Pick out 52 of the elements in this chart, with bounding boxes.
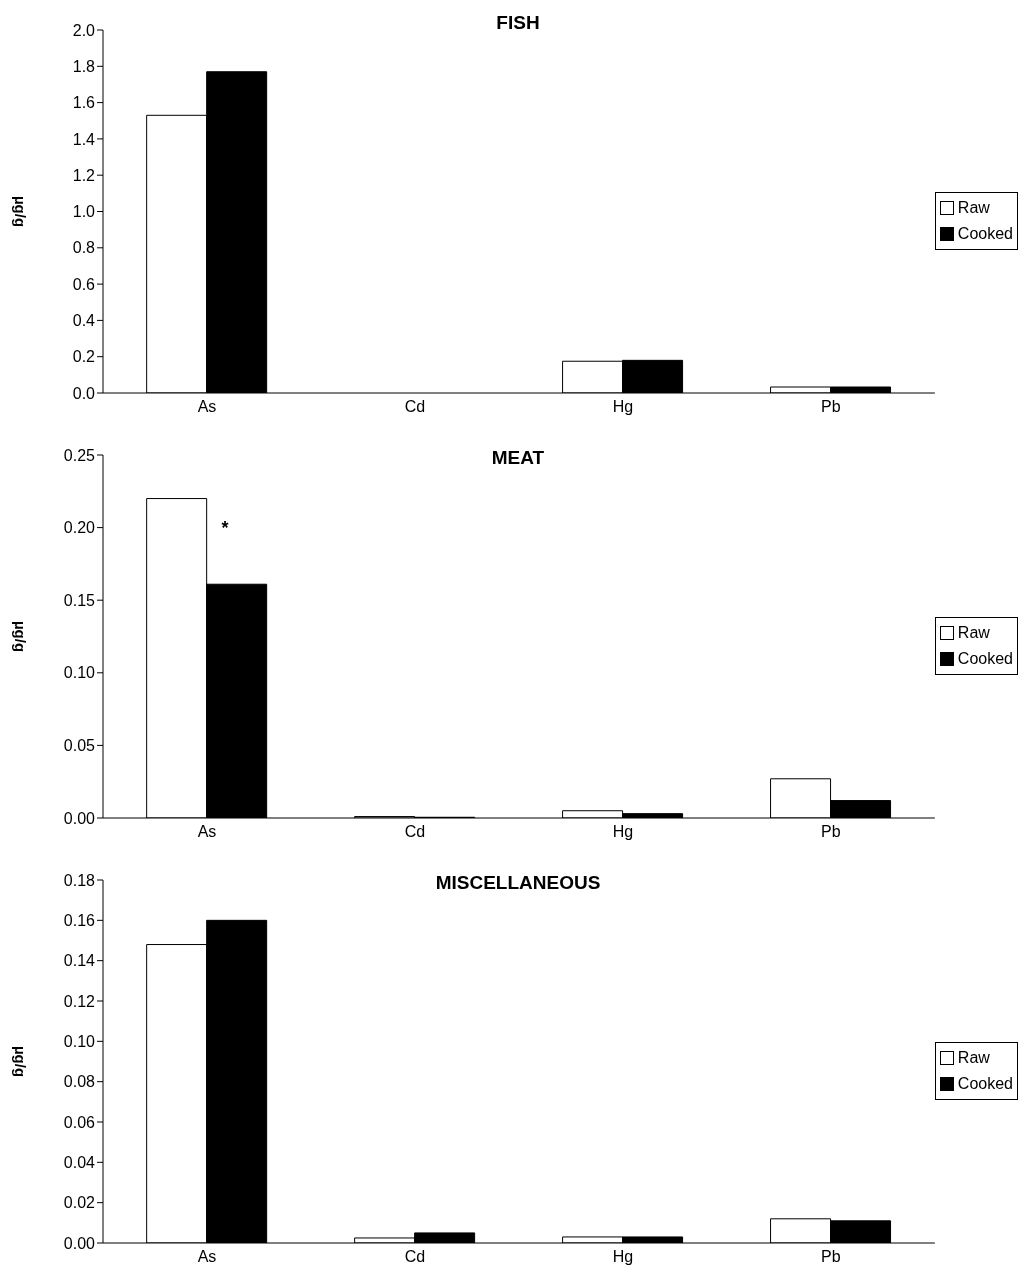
x-tick-label: Cd <box>404 1248 426 1266</box>
x-tick-label: As <box>197 823 217 841</box>
y-tick-label: 1.8 <box>72 57 96 75</box>
y-tick-label: 0.10 <box>63 1033 96 1051</box>
legend-label: Cooked <box>957 648 1013 669</box>
y-tick-label: 0.15 <box>63 591 96 609</box>
x-tick-label: As <box>197 1248 217 1266</box>
y-tick-label: 0.08 <box>63 1073 96 1091</box>
x-tick-label: Hg <box>612 398 634 416</box>
y-tick-label: 1.4 <box>72 130 96 148</box>
y-tick-label: 0.14 <box>63 952 96 970</box>
y-tick-label: 0.00 <box>63 1234 96 1252</box>
x-tick-label: Pb <box>821 1248 841 1266</box>
y-tick-label: 0.4 <box>72 312 96 330</box>
x-tick-label: Pb <box>821 823 841 841</box>
legend-label: Cooked <box>957 223 1013 244</box>
x-tick-label: Hg <box>612 1248 634 1266</box>
y-tick-label: 0.18 <box>63 871 96 889</box>
y-tick-label: 0.6 <box>72 275 96 293</box>
legend-label: Raw <box>957 622 990 643</box>
legend-label: Cooked <box>957 1073 1013 1094</box>
y-tick-label: 0.16 <box>63 912 96 930</box>
legend-label: Raw <box>957 197 990 218</box>
y-tick-label: 1.2 <box>72 166 96 184</box>
chart-title: FISH <box>495 12 541 34</box>
chart-title: MISCELLANEOUS <box>434 872 602 894</box>
y-tick-label: 0.0 <box>72 384 96 402</box>
annotation: * <box>221 517 229 538</box>
x-tick-label: Pb <box>821 398 841 416</box>
y-tick-label: 0.05 <box>63 737 96 755</box>
x-tick-label: Hg <box>612 823 634 841</box>
y-axis-title: µg/g <box>11 195 29 228</box>
y-tick-label: 2.0 <box>72 21 96 39</box>
y-tick-label: 0.20 <box>63 519 96 537</box>
chart-title: MEAT <box>490 447 546 469</box>
x-tick-label: Cd <box>404 823 426 841</box>
y-tick-label: 0.8 <box>72 239 96 257</box>
y-axis-title: µg/g <box>11 620 29 653</box>
y-tick-label: 1.0 <box>72 203 96 221</box>
y-tick-label: 0.02 <box>63 1194 96 1212</box>
y-tick-label: 0.10 <box>63 664 96 682</box>
legend-label: Raw <box>957 1047 990 1068</box>
y-tick-label: 0.12 <box>63 992 96 1010</box>
y-axis-title: µg/g <box>11 1045 29 1078</box>
x-tick-label: As <box>197 398 217 416</box>
y-tick-label: 1.6 <box>72 94 96 112</box>
y-tick-label: 0.2 <box>72 348 96 366</box>
y-tick-label: 0.06 <box>63 1113 96 1131</box>
y-tick-label: 0.04 <box>63 1154 96 1172</box>
y-tick-label: 0.00 <box>63 809 96 827</box>
x-tick-label: Cd <box>404 398 426 416</box>
y-tick-label: 0.25 <box>63 446 96 464</box>
